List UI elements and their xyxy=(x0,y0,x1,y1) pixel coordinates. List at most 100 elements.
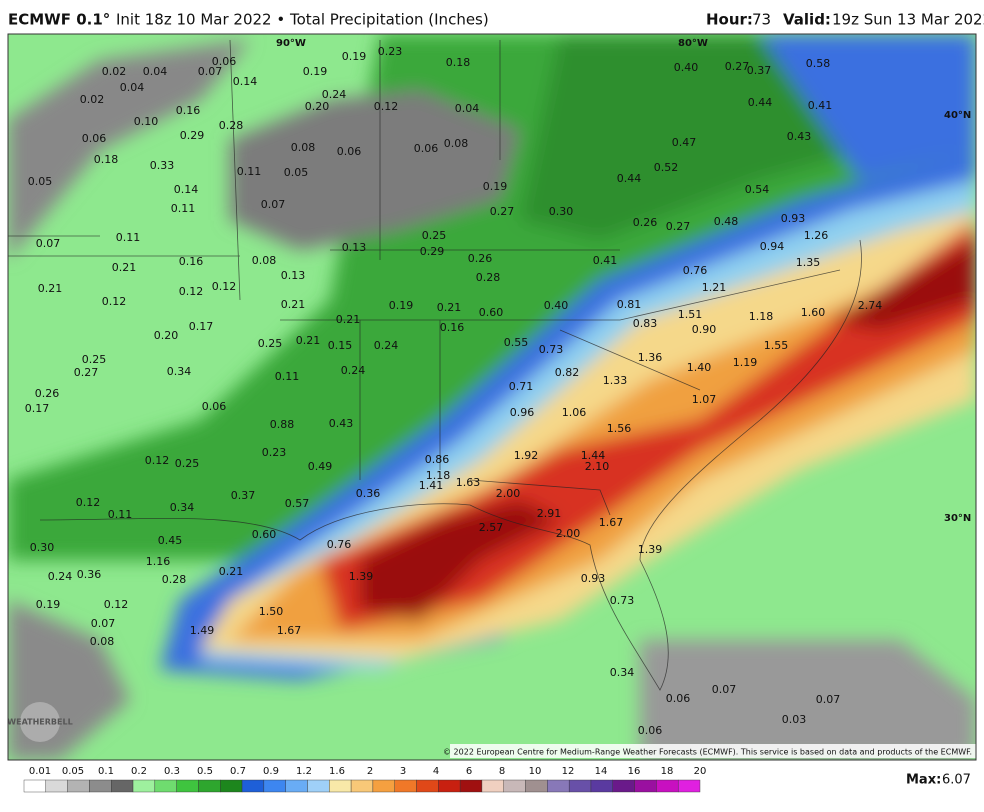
precip-value: 0.47 xyxy=(672,136,697,149)
precip-value: 0.73 xyxy=(539,343,564,356)
precip-value: 1.36 xyxy=(638,351,663,364)
precip-value: 0.16 xyxy=(176,104,201,117)
precip-value: 0.45 xyxy=(158,534,183,547)
precip-value: 0.24 xyxy=(322,88,347,101)
precip-value: 0.02 xyxy=(80,93,105,106)
precip-value: 1.18 xyxy=(749,310,774,323)
precip-value: 0.30 xyxy=(30,541,55,554)
legend-swatch xyxy=(285,779,308,793)
precip-value: 1.67 xyxy=(599,516,624,529)
precip-value: 0.06 xyxy=(638,724,663,737)
legend-swatch xyxy=(241,779,265,793)
legend-swatch xyxy=(89,779,112,793)
legend-swatch xyxy=(634,779,657,793)
legend-tick: 0.2 xyxy=(131,766,147,777)
precip-value: 0.23 xyxy=(262,446,287,459)
precip-value: 0.27 xyxy=(490,205,515,218)
precip-value: 0.23 xyxy=(378,45,403,58)
legend-swatch xyxy=(525,779,548,793)
legend-swatch xyxy=(23,779,47,793)
precip-value: 0.25 xyxy=(422,229,447,242)
precip-value: 0.44 xyxy=(748,96,773,109)
precip-value: 0.06 xyxy=(666,692,691,705)
hour-label: Hour: xyxy=(706,11,753,29)
map: 90°W 80°W 40°N 30°N 0.02 0.04 0.070.060.14… xyxy=(7,34,976,760)
precip-value: 0.03 xyxy=(782,713,807,726)
precip-value: 0.29 xyxy=(180,129,205,142)
precip-value: 0.06 xyxy=(202,400,227,413)
precip-value: 0.14 xyxy=(174,183,199,196)
precip-value: 0.94 xyxy=(760,240,785,253)
precip-value: 2.00 xyxy=(556,527,581,540)
precip-value: 0.19 xyxy=(483,180,508,193)
precip-value: 0.93 xyxy=(781,212,806,225)
legend-tick: 8 xyxy=(499,766,505,777)
precip-value: 0.18 xyxy=(446,56,471,69)
precip-value: 0.27 xyxy=(725,60,750,73)
precip-value: 0.76 xyxy=(683,264,708,277)
precip-value: 0.37 xyxy=(747,64,772,77)
precip-value: 0.34 xyxy=(170,501,195,514)
precip-value: 0.41 xyxy=(593,254,618,267)
precip-value: 0.12 xyxy=(76,496,101,509)
precip-value: 0.20 xyxy=(154,329,179,342)
precip-value: 0.37 xyxy=(231,489,256,502)
coord-label: 80°W xyxy=(678,38,708,49)
legend-swatch xyxy=(481,779,504,793)
precip-value: 0.08 xyxy=(252,254,277,267)
legend-tick: 20 xyxy=(694,766,707,777)
precip-value: 0.07 xyxy=(261,198,286,211)
precip-value: 1.26 xyxy=(804,229,829,242)
precip-value: 0.07 xyxy=(712,683,737,696)
legend-swatch xyxy=(459,779,483,793)
precip-value: 0.13 xyxy=(342,241,367,254)
precip-value: 0.17 xyxy=(25,402,50,415)
precip-value: 0.12 xyxy=(102,295,127,308)
precip-value: 0.41 xyxy=(808,99,833,112)
precip-value: 0.27 xyxy=(666,220,691,233)
legend-swatch xyxy=(329,779,352,793)
precip-value: 0.08 xyxy=(291,141,316,154)
legend-tick: 0.1 xyxy=(98,766,114,777)
precip-value: 1.49 xyxy=(190,624,215,637)
precip-value: 0.21 xyxy=(38,282,63,295)
precip-value: 0.06 xyxy=(337,145,362,158)
precip-value: 1.40 xyxy=(687,361,712,374)
precip-value: 0.82 xyxy=(555,366,580,379)
precip-value: 0.19 xyxy=(389,299,414,312)
precip-value: 1.18 xyxy=(426,469,451,482)
precip-value: 1.16 xyxy=(146,555,171,568)
precip-value: 0.20 xyxy=(305,100,330,113)
precip-value: 0.12 xyxy=(145,454,170,467)
info: Init 18z 10 Mar 2022 • Total Precipitati… xyxy=(116,11,489,29)
precip-value: 2.10 xyxy=(585,460,610,473)
precip-value: 2.57 xyxy=(479,521,504,534)
precip-value: 0.54 xyxy=(745,183,770,196)
precip-value: 0.26 xyxy=(35,387,60,400)
precip-value: 0.25 xyxy=(258,337,283,350)
precip-value: 0.26 xyxy=(633,216,658,229)
precip-value: 0.12 xyxy=(374,100,399,113)
hour: 73 xyxy=(752,11,771,29)
precip-value: 1.39 xyxy=(638,543,663,556)
precip-value: 1.67 xyxy=(277,624,302,637)
precip-value: 0.36 xyxy=(356,487,381,500)
precip-value: 0.05 xyxy=(284,166,309,179)
legend-swatch xyxy=(590,779,613,793)
precip-value: 1.39 xyxy=(349,570,374,583)
legend-swatch xyxy=(438,779,461,793)
value-labels: 0.02 0.04 0.070.060.140.190.19 0.230.180.02… xyxy=(25,45,883,737)
precip-value: 0.12 xyxy=(179,285,204,298)
precip-value: 1.55 xyxy=(764,339,789,352)
copyright: © 2022 European Centre for Medium-Range … xyxy=(443,748,972,757)
legend-swatch xyxy=(547,779,570,793)
map-frame xyxy=(7,33,977,761)
precip-value: 0.07 xyxy=(198,65,223,78)
precip-value: 0.40 xyxy=(544,299,569,312)
legend-tick: 0.7 xyxy=(230,766,246,777)
precip-value: 0.21 xyxy=(219,565,244,578)
logo: WEATHERBELL xyxy=(7,718,72,727)
precip-value: 0.11 xyxy=(237,165,262,178)
precip-value: 0.07 xyxy=(816,693,841,706)
precip-value: 2.00 xyxy=(496,487,521,500)
